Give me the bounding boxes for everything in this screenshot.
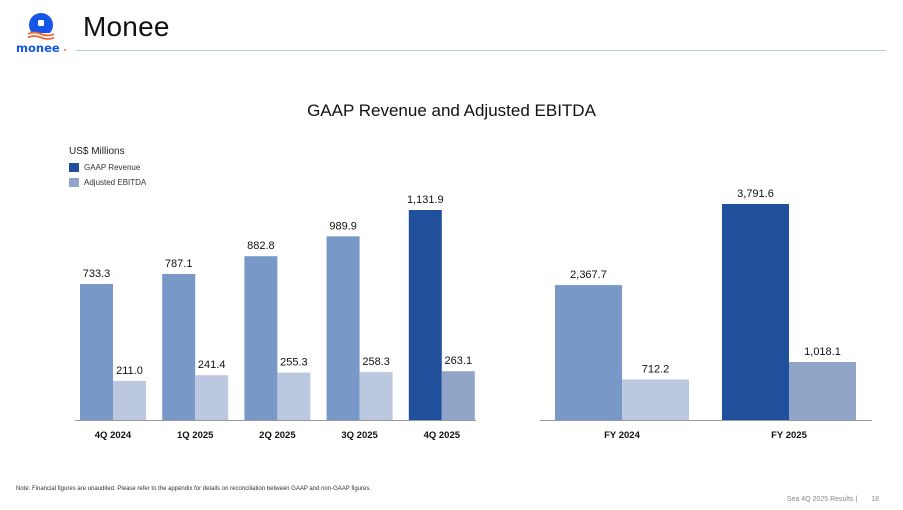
- value-label-gaap-revenue-4q-2025: 1,131.9: [407, 194, 444, 206]
- bar-adjusted-ebitda-4q-2025: [441, 371, 475, 420]
- bar-gaap-revenue-4q-2024: [80, 283, 113, 420]
- bar-gaap-revenue-1q-2025: [162, 273, 196, 420]
- chart-quarterly: 733.3 211.0 4Q 2024 787.1 241.4 1Q 2025 882.8 2…: [75, 194, 476, 441]
- value-label-adjusted-ebitda-3q-2025: 258.3: [362, 356, 390, 368]
- category-label-2q-2025: 2Q 2025: [259, 430, 296, 441]
- legend-item-adjusted-ebitda: Adjusted EBITDA: [69, 178, 146, 187]
- page-number: 18: [871, 496, 879, 503]
- value-label-gaap-revenue-2q-2025: 882.8: [247, 240, 275, 252]
- legend-item-gaap-revenue: GAAP Revenue: [69, 163, 140, 172]
- logo-square: [38, 20, 44, 26]
- value-label-adjusted-ebitda-1q-2025: 241.4: [198, 359, 226, 371]
- value-label-adjusted-ebitda-fy-2024: 712.2: [642, 363, 670, 375]
- logo-wave: [27, 31, 55, 37]
- category-label-1q-2025: 1Q 2025: [177, 430, 214, 441]
- value-label-adjusted-ebitda-4q-2025: 263.1: [445, 355, 473, 367]
- chart-title: GAAP Revenue and Adjusted EBITDA: [307, 101, 596, 120]
- category-label-4q-2024: 4Q 2024: [95, 430, 132, 441]
- value-label-gaap-revenue-4q-2024: 733.3: [83, 268, 111, 280]
- logo-wordmark: monee: [16, 41, 60, 55]
- value-label-adjusted-ebitda-fy-2025: 1,018.1: [804, 346, 841, 358]
- bar-gaap-revenue-2q-2025: [244, 256, 278, 420]
- value-label-gaap-revenue-fy-2025: 3,791.6: [737, 188, 774, 200]
- footnote: Note: Financial figures are unaudited. P…: [16, 486, 371, 492]
- bar-adjusted-ebitda-fy-2025: [789, 362, 856, 420]
- category-label-fy-2025: FY 2025: [771, 430, 807, 441]
- unit-label: US$ Millions: [69, 146, 125, 157]
- bar-adjusted-ebitda-3q-2025: [359, 372, 393, 420]
- monee-logo: monee: [16, 13, 66, 55]
- legend-swatch-adjusted-ebitda: [69, 178, 79, 187]
- bar-adjusted-ebitda-4q-2024: [113, 380, 146, 420]
- page-title: Monee: [83, 11, 170, 42]
- bar-adjusted-ebitda-fy-2024: [622, 379, 689, 420]
- bar-gaap-revenue-fy-2025: [722, 204, 789, 420]
- legend-label-adjusted-ebitda: Adjusted EBITDA: [84, 178, 147, 187]
- value-label-adjusted-ebitda-4q-2024: 211.0: [116, 365, 143, 377]
- bar-adjusted-ebitda-1q-2025: [195, 375, 229, 420]
- bar-gaap-revenue-3q-2025: [326, 236, 360, 420]
- footer-deck-title: Sea 4Q 2025 Results |: [786, 496, 858, 503]
- legend-swatch-gaap-revenue: [69, 163, 79, 172]
- value-label-gaap-revenue-3q-2025: 989.9: [329, 220, 357, 232]
- category-label-3q-2025: 3Q 2025: [341, 430, 378, 441]
- chart-annual: 2,367.7 712.2 FY 2024 3,791.6 1,018.1 FY 2025: [540, 188, 872, 441]
- category-label-fy-2024: FY 2024: [604, 430, 640, 441]
- value-label-adjusted-ebitda-2q-2025: 255.3: [280, 357, 308, 369]
- footer: Sea 4Q 2025 Results | 18: [787, 496, 879, 503]
- bar-adjusted-ebitda-2q-2025: [277, 372, 311, 420]
- bar-gaap-revenue-fy-2024: [555, 285, 622, 420]
- value-label-gaap-revenue-fy-2024: 2,367.7: [570, 269, 607, 281]
- bar-gaap-revenue-4q-2025: [408, 210, 442, 420]
- legend-label-gaap-revenue: GAAP Revenue: [84, 163, 141, 172]
- category-label-4q-2025: 4Q 2025: [424, 430, 461, 441]
- value-label-gaap-revenue-1q-2025: 787.1: [165, 258, 193, 270]
- title-divider: [76, 50, 886, 51]
